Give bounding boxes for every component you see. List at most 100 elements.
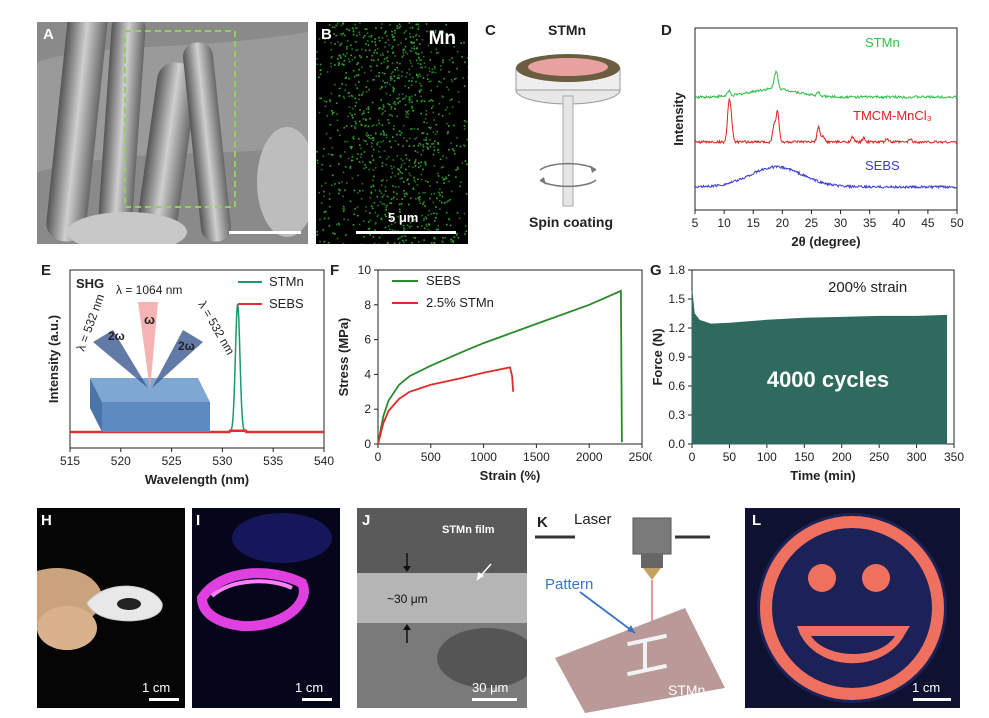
scale-bar [149, 698, 179, 701]
x-axis-label: Strain (%) [480, 468, 541, 483]
mn-signal-dot [391, 62, 394, 65]
plot-frame [69, 269, 325, 449]
mn-signal-dot [338, 224, 340, 226]
mn-signal-dot [381, 72, 384, 74]
mn-signal-dot [409, 59, 411, 62]
mn-signal-dot [420, 112, 422, 115]
mn-signal-dot [346, 28, 348, 30]
mn-signal-dot [404, 235, 407, 238]
mn-signal-dot [416, 151, 419, 153]
wavelength-annotation: λ = 532 nm [195, 299, 237, 358]
mn-signal-dot [381, 113, 383, 116]
mn-signal-dot [432, 153, 435, 156]
mn-signal-dot [351, 156, 353, 159]
mn-signal-dot [366, 32, 369, 34]
mn-signal-dot [443, 77, 445, 80]
mn-signal-dot [390, 165, 392, 167]
mn-signal-dot [408, 183, 410, 185]
x-tick-label: 0 [375, 450, 382, 464]
mn-signal-dot [328, 225, 331, 227]
mn-signal-dot [413, 41, 415, 44]
shg-chart: 515 520 525 530 535 540 Wavelength (nm) Intensi… [46, 269, 334, 487]
mn-signal-dot [442, 237, 444, 239]
y-axis-label: Intensity (a.u.) [46, 315, 61, 403]
mn-signal-dot [339, 134, 341, 136]
mn-signal-dot [418, 192, 420, 195]
mn-signal-dot [432, 201, 435, 204]
mn-signal-dot [393, 35, 395, 38]
mn-signal-dot [429, 197, 431, 200]
mn-signal-dot [342, 243, 345, 244]
mn-signal-dot [384, 46, 386, 48]
mn-signal-dot [406, 72, 408, 74]
panel-label: I [196, 512, 201, 529]
mn-signal-dot [330, 62, 332, 65]
mn-signal-dot [374, 167, 377, 169]
mn-signal-dot [394, 29, 396, 32]
mn-signal-dot [381, 162, 384, 164]
mn-signal-dot [404, 228, 406, 231]
mn-signal-dot [414, 94, 417, 96]
mn-signal-dot [420, 84, 423, 87]
mn-signal-dot [450, 142, 452, 145]
mn-signal-dot [427, 181, 429, 183]
mn-signal-dot [359, 147, 362, 150]
mn-signal-dot [427, 223, 430, 225]
mn-signal-dot [357, 74, 360, 76]
mn-signal-dot [389, 83, 391, 86]
mn-signal-dot [412, 36, 415, 39]
mn-signal-dot [398, 27, 401, 29]
mn-signal-dot [353, 125, 356, 128]
mn-signal-dot [399, 25, 402, 28]
mn-signal-dot [394, 221, 396, 224]
mn-signal-dot [324, 182, 327, 184]
mn-signal-dot [367, 125, 370, 128]
mn-signal-dot [360, 124, 363, 126]
mn-signal-dot [411, 80, 413, 82]
mn-signal-dot [466, 57, 468, 59]
mn-signal-dot [424, 118, 427, 120]
mn-signal-dot [406, 157, 408, 160]
scale-bar [302, 698, 332, 701]
mn-signal-dot [421, 66, 423, 69]
mn-signal-dot [323, 240, 326, 243]
mn-signal-dot [382, 202, 384, 205]
mn-signal-dot [415, 136, 418, 139]
mn-signal-dot [373, 51, 375, 54]
mn-signal-dot [418, 162, 420, 164]
mn-signal-dot [417, 62, 419, 65]
mn-signal-dot [431, 68, 434, 70]
mn-signal-dot [402, 224, 405, 227]
mn-signal-dot [370, 205, 373, 207]
mn-signal-dot [430, 51, 432, 53]
mn-signal-dot [442, 155, 444, 157]
mn-signal-dot [382, 112, 384, 114]
mn-signal-dot [390, 198, 393, 200]
mn-signal-dot [417, 76, 419, 79]
mn-signal-dot [338, 87, 341, 90]
mn-signal-dot [371, 101, 374, 104]
mn-signal-dot [396, 198, 398, 200]
mn-signal-dot [382, 80, 384, 82]
mn-signal-dot [370, 34, 373, 37]
mn-signal-dot [397, 230, 399, 232]
mn-signal-dot [316, 51, 318, 53]
film-cross-section-image [357, 508, 527, 708]
mn-signal-dot [347, 92, 350, 94]
scale-bar [913, 698, 951, 701]
mn-signal-dot [404, 45, 407, 48]
mn-signal-dot [338, 54, 341, 57]
mn-signal-dot [426, 122, 428, 124]
mn-signal-dot [421, 132, 423, 134]
mn-signal-dot [379, 200, 382, 203]
mn-signal-dot [448, 148, 450, 151]
mn-signal-dot [440, 81, 442, 84]
mn-signal-dot [337, 129, 339, 132]
mn-signal-dot [397, 168, 399, 170]
mn-signal-dot [356, 87, 358, 89]
mn-signal-dot [450, 190, 453, 193]
force-envelope-area [691, 291, 948, 445]
mn-signal-dot [342, 32, 344, 35]
mn-signal-dot [414, 150, 417, 152]
mn-signal-dot [387, 241, 389, 244]
